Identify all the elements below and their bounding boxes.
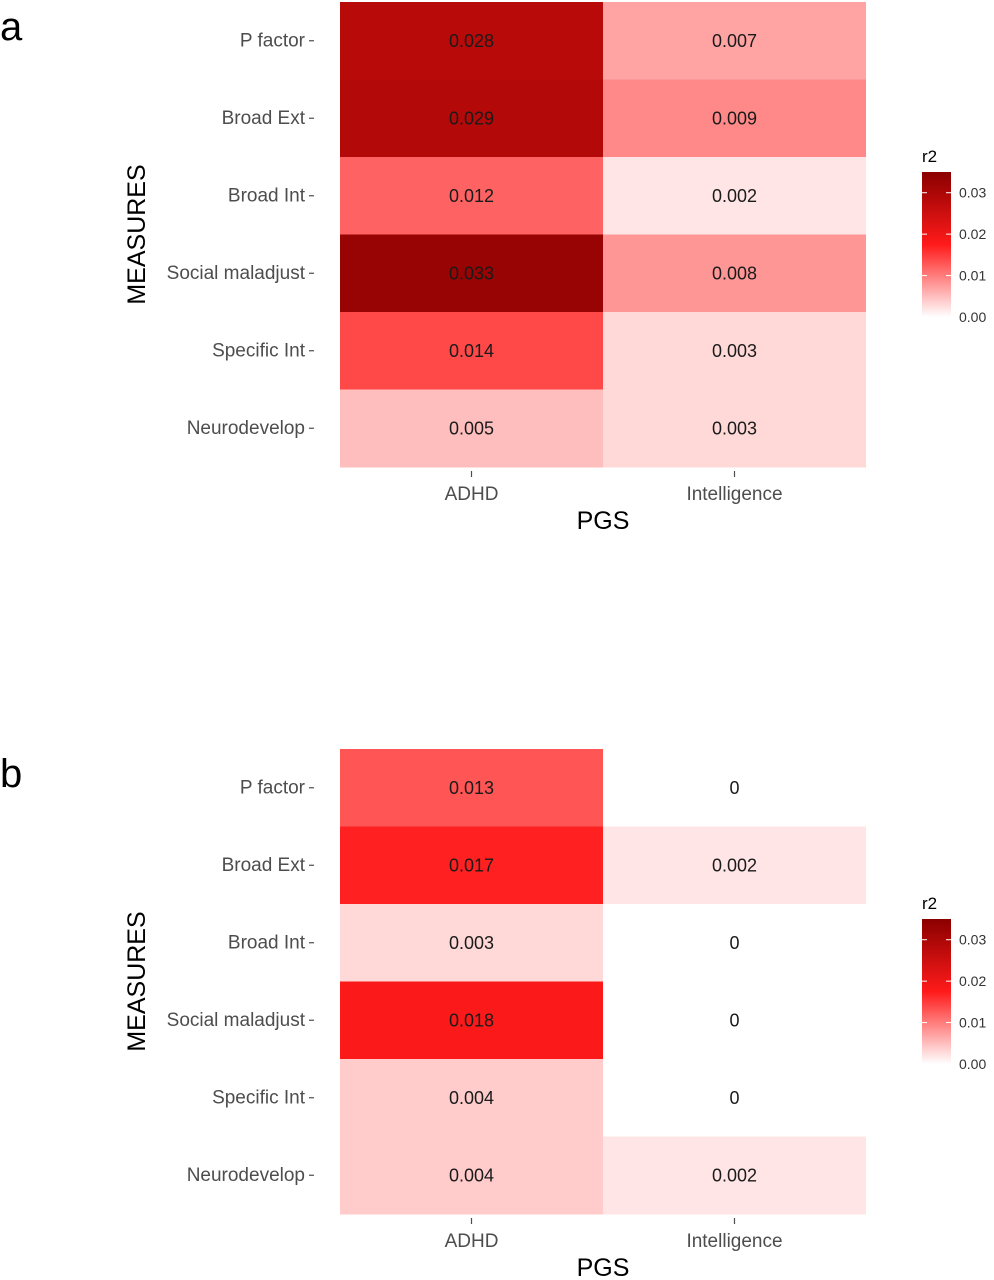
cell-value-label: 0 xyxy=(729,933,739,953)
x-tick-label: Intelligence xyxy=(686,1231,782,1252)
heatmap-cell-p-factor-adhd xyxy=(340,749,603,827)
heatmap-cell-broad-ext-intelligence xyxy=(603,826,866,905)
cell-value-label: 0.028 xyxy=(449,31,494,51)
cell-value-label: 0.009 xyxy=(712,108,757,128)
x-tick-label: ADHD xyxy=(445,484,499,505)
legend-colorbar xyxy=(922,172,951,317)
y-tick-label: Broad Int xyxy=(228,185,306,206)
heatmap-cell-social-maladjust-intelligence xyxy=(603,981,866,1060)
y-tick-label: Neurodevelop xyxy=(187,418,305,439)
y-axis-title: MEASURES xyxy=(123,164,151,304)
x-tick-label: Intelligence xyxy=(686,484,782,505)
cell-value-label: 0.033 xyxy=(449,263,494,283)
y-tick-label: Broad Int xyxy=(228,932,306,953)
color-legend: r2 0.00 0.01 0.02 0.03 xyxy=(922,147,986,325)
y-tick-label: Social maladjust xyxy=(167,263,306,284)
legend-tick-label: 0.03 xyxy=(959,185,986,201)
cell-value-label: 0.002 xyxy=(712,855,757,875)
heatmap-cell-neurodevelop-intelligence xyxy=(603,1136,866,1215)
heatmap-cell-broad-ext-intelligence xyxy=(603,79,866,158)
y-tick-label: Social maladjust xyxy=(167,1010,306,1031)
heatmap-panel-a: a 0.028 0.007 0.029 0.009 0.012 0.002 0.033 0.00… xyxy=(0,2,986,535)
heatmap-cell-social-maladjust-adhd xyxy=(340,234,603,313)
legend-tick-label: 0.00 xyxy=(959,309,986,325)
heatmap-cell-broad-int-intelligence xyxy=(603,904,866,982)
panel-letter: b xyxy=(0,752,22,796)
x-axis-title: PGS xyxy=(577,1254,630,1280)
y-tick-label: P factor xyxy=(240,777,306,798)
panel-letter: a xyxy=(0,5,23,49)
legend-tick-label: 0.01 xyxy=(959,1015,986,1031)
x-axis-title: PGS xyxy=(577,507,630,535)
x-tick-label: ADHD xyxy=(445,1231,499,1252)
legend-tick-label: 0.01 xyxy=(959,268,986,284)
legend-tick-label: 0.03 xyxy=(959,932,986,948)
cell-value-label: 0.002 xyxy=(712,186,757,206)
y-tick-label: Broad Ext xyxy=(222,108,306,129)
cell-value-label: 0.029 xyxy=(449,108,494,128)
heatmap-cell-broad-ext-adhd xyxy=(340,826,603,905)
legend-title: r2 xyxy=(922,147,937,166)
heatmap-panel-b: b 0.013 0 0.017 0.002 0.003 0 0.018 0 0.004 0 0.004… xyxy=(0,749,986,1280)
legend-colorbar xyxy=(922,919,951,1064)
heatmap-cell-neurodevelop-intelligence xyxy=(603,389,866,468)
cell-value-label: 0.008 xyxy=(712,263,757,283)
legend-tick-label: 0.02 xyxy=(959,973,986,989)
heatmap-cell-p-factor-intelligence xyxy=(603,2,866,80)
cell-value-label: 0 xyxy=(729,778,739,798)
cell-value-label: 0.003 xyxy=(712,341,757,361)
cell-value-label: 0 xyxy=(729,1088,739,1108)
color-legend: r2 0.00 0.01 0.02 0.03 xyxy=(922,894,986,1072)
legend-tick-label: 0.00 xyxy=(959,1056,986,1072)
cell-value-label: 0.002 xyxy=(712,1165,757,1185)
cell-value-label: 0.003 xyxy=(712,418,757,438)
y-tick-label: Broad Ext xyxy=(222,855,306,876)
cell-value-label: 0.014 xyxy=(449,341,494,361)
heatmap-cell-broad-int-intelligence xyxy=(603,157,866,235)
y-tick-label: Neurodevelop xyxy=(187,1165,305,1186)
heatmap-cell-p-factor-adhd xyxy=(340,2,603,80)
cell-value-label: 0.004 xyxy=(449,1088,494,1108)
heatmap-cell-specific-int-adhd xyxy=(340,1059,603,1137)
cell-value-label: 0.012 xyxy=(449,186,494,206)
cell-value-label: 0.017 xyxy=(449,855,494,875)
cell-value-label: 0.005 xyxy=(449,418,494,438)
heatmap-cell-specific-int-intelligence xyxy=(603,312,866,390)
heatmap-cell-specific-int-intelligence xyxy=(603,1059,866,1137)
cell-value-label: 0.003 xyxy=(449,933,494,953)
legend-title: r2 xyxy=(922,894,937,913)
legend-tick-label: 0.02 xyxy=(959,226,986,242)
cell-value-label: 0.007 xyxy=(712,31,757,51)
heatmap-cell-broad-int-adhd xyxy=(340,904,603,982)
y-tick-label: P factor xyxy=(240,30,306,51)
cell-value-label: 0.004 xyxy=(449,1165,494,1185)
heatmap-cell-specific-int-adhd xyxy=(340,312,603,390)
heatmap-cell-p-factor-intelligence xyxy=(603,749,866,827)
y-axis-title: MEASURES xyxy=(123,911,151,1051)
cell-value-label: 0.013 xyxy=(449,778,494,798)
heatmap-cell-social-maladjust-intelligence xyxy=(603,234,866,313)
heatmap-cell-broad-ext-adhd xyxy=(340,79,603,158)
heatmap-cell-neurodevelop-adhd xyxy=(340,389,603,468)
y-tick-label: Specific Int xyxy=(212,1087,306,1108)
heatmap-cell-broad-int-adhd xyxy=(340,157,603,235)
cell-value-label: 0.018 xyxy=(449,1010,494,1030)
heatmap-cell-social-maladjust-adhd xyxy=(340,981,603,1060)
y-tick-label: Specific Int xyxy=(212,340,306,361)
heatmap-cell-neurodevelop-adhd xyxy=(340,1136,603,1215)
cell-value-label: 0 xyxy=(729,1010,739,1030)
